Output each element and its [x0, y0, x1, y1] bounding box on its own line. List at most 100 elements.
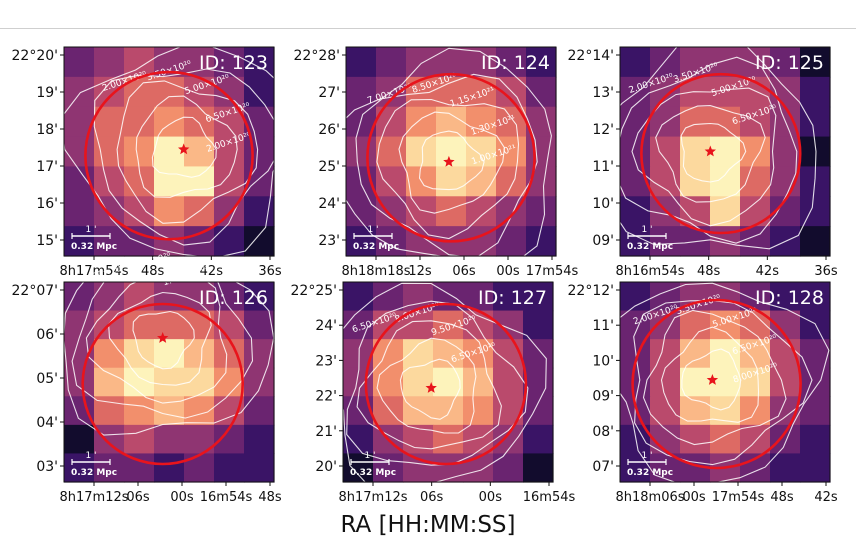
heatmap-cell	[620, 226, 651, 257]
heatmap-cell	[526, 136, 557, 168]
heatmap-cell	[523, 282, 554, 312]
top-divider	[0, 28, 856, 29]
heatmap-cell	[526, 47, 557, 78]
contour-line	[135, 95, 238, 198]
heatmap-cell	[154, 136, 185, 168]
heatmap-cell	[184, 453, 215, 483]
contour-line	[633, 300, 813, 466]
x-tick-label: 36s	[814, 264, 838, 279]
contour-line	[64, 47, 274, 256]
x-tick-label: 06s	[420, 490, 444, 505]
heatmap-cell	[124, 136, 155, 168]
heatmap-cell	[343, 282, 374, 312]
panel-id-label: ID: 124	[481, 52, 550, 74]
panel-id-label: ID: 123	[199, 52, 268, 74]
scale-bar-label: 1 '	[641, 225, 652, 235]
heatmap-cell	[403, 367, 434, 397]
y-tick-label: 22°25'	[291, 283, 337, 299]
heatmap-cell	[433, 396, 464, 426]
panel-frame	[342, 281, 554, 483]
heatmap-cell	[154, 453, 185, 483]
heatmap-cell	[124, 226, 155, 257]
scale-bar-sub-label: 0.32 Mpc	[627, 242, 673, 252]
heatmap-cell	[496, 166, 527, 197]
y-tick-label: 11'	[592, 159, 614, 175]
x-tick-label: 8h17m12s	[59, 490, 128, 505]
contour-line	[132, 310, 195, 370]
contour-line	[355, 73, 538, 256]
aperture-circle	[631, 298, 802, 470]
heatmap-cell	[244, 367, 275, 397]
x-tick-label: 42s	[756, 264, 780, 279]
y-tick-label: 03'	[36, 459, 58, 475]
heatmap-cell	[94, 339, 125, 369]
panel-1: 2.00×10²⁰3.50×10²⁰5.00×10²⁰6.50×10²⁰2.00…	[12, 46, 282, 279]
heatmap-cell	[680, 339, 711, 369]
heatmap-cell	[94, 136, 125, 168]
x-tick-label: 48s	[770, 490, 794, 505]
heatmap-cell	[346, 136, 377, 168]
scale-bar-label: 1 '	[85, 225, 96, 235]
heatmap-cell	[680, 106, 711, 138]
heatmap-cell	[433, 310, 464, 340]
heatmap-cell	[463, 424, 494, 455]
heatmap-cell	[710, 136, 741, 168]
heatmap-cell	[740, 226, 771, 257]
panel-frame	[63, 281, 275, 483]
heatmap-cell	[154, 76, 185, 108]
contour-line	[343, 282, 547, 482]
star-marker	[157, 332, 169, 343]
scale-bar-label: 1 '	[367, 225, 378, 235]
contour-line	[398, 111, 506, 214]
heatmap-cell	[710, 282, 741, 312]
scale-bar-sub-label: 0.32 Mpc	[627, 468, 673, 478]
x-axis-label: RA [HH:MM:SS]	[340, 512, 516, 538]
heatmap-cell	[244, 339, 275, 369]
heatmap-cell	[466, 76, 497, 108]
star-marker	[178, 143, 190, 155]
heatmap-cell	[620, 310, 651, 340]
scale-bar-sub-label: 0.32 Mpc	[353, 242, 399, 252]
heatmap-cell	[406, 136, 437, 168]
x-tick-label: 42s	[814, 490, 838, 505]
x-tick-label: 12s	[408, 264, 432, 279]
star-marker	[443, 155, 455, 167]
scale-bar-label: 1 '	[85, 451, 96, 461]
heatmap-cell	[523, 310, 554, 340]
heatmap-cell	[770, 367, 801, 397]
heatmap-cell	[214, 76, 245, 108]
heatmap-cell	[184, 339, 215, 369]
heatmap-cell	[466, 196, 497, 227]
star-marker	[704, 145, 716, 157]
x-tick-label: 17m54s	[712, 490, 765, 505]
heatmap-cell	[526, 196, 557, 227]
heatmap-cell	[343, 453, 374, 483]
y-tick-label: 27'	[318, 85, 340, 101]
heatmap-cell	[184, 396, 215, 426]
heatmap-cell	[244, 424, 275, 455]
heatmap-cell	[680, 424, 711, 455]
y-tick-label: 22°20'	[12, 48, 58, 64]
x-tick-label: 8h17m12s	[338, 490, 407, 505]
heatmap-cell	[94, 367, 125, 397]
heatmap-cell	[620, 47, 651, 78]
contour-line	[346, 47, 552, 256]
heatmap-cell	[620, 282, 651, 312]
y-tick-label: 16'	[36, 196, 58, 212]
heatmap-cell	[800, 396, 831, 426]
x-tick-label: 8h16m54s	[615, 264, 684, 279]
heatmap-cell	[650, 136, 681, 168]
heatmap-cell	[376, 226, 407, 257]
aperture-circle	[81, 302, 244, 466]
contour-line	[356, 320, 502, 450]
heatmap-cell	[373, 396, 404, 426]
heatmap-cell	[154, 424, 185, 455]
contour-lines	[64, 282, 274, 436]
heatmap-cell	[154, 310, 185, 340]
heatmap-cell	[770, 76, 801, 108]
heatmap-cell	[64, 47, 95, 78]
heatmap-cell	[650, 339, 681, 369]
contour-line	[399, 358, 461, 420]
heatmap-cell	[800, 282, 831, 312]
x-tick-label: 17m54s	[526, 264, 579, 279]
